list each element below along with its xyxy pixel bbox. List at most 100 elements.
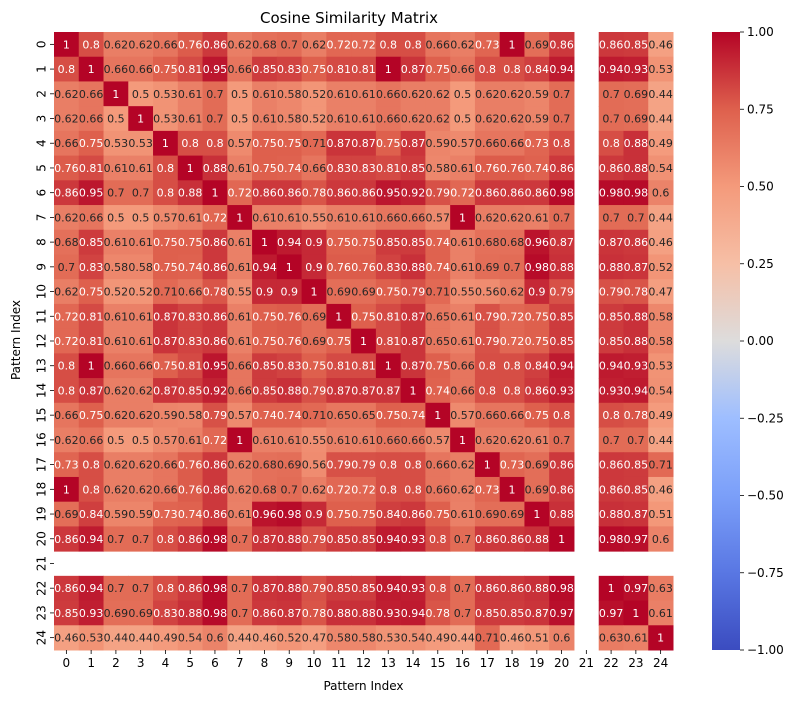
x-tick-label: 18 xyxy=(504,656,519,670)
heatmap-cell xyxy=(524,180,550,206)
heatmap-cell xyxy=(648,32,674,58)
heatmap-cell xyxy=(524,106,550,132)
heatmap-cell xyxy=(177,600,204,626)
cell-label: 0.88 xyxy=(599,261,624,274)
cell-label: 0.61 xyxy=(104,162,129,175)
heatmap-cell xyxy=(425,303,451,330)
heatmap-cell xyxy=(524,155,550,181)
cell-label: 0.68 xyxy=(475,236,500,249)
heatmap-cell xyxy=(252,452,278,478)
cell-label: 0.61 xyxy=(326,434,351,447)
heatmap-cell xyxy=(474,205,501,231)
heatmap-cell xyxy=(474,476,501,503)
cell-label: 0.5 xyxy=(132,434,150,447)
cell-label: 0.66 xyxy=(227,360,252,373)
cell-label: 0.58 xyxy=(178,409,203,422)
heatmap-cell xyxy=(400,155,426,181)
cell-label: 0.7 xyxy=(280,38,298,51)
cell-label: 0.59 xyxy=(128,508,153,521)
cell-label: 0.7 xyxy=(231,533,249,546)
cell-label: 0.8 xyxy=(82,38,100,51)
cell-label: 0.8 xyxy=(553,137,571,150)
cell-label: 0.83 xyxy=(277,63,302,76)
cell-label: 1 xyxy=(410,384,417,397)
heatmap-cell xyxy=(351,56,377,82)
heatmap-cell xyxy=(326,155,352,181)
heatmap-cell xyxy=(301,229,327,255)
cell-label: 0.8 xyxy=(602,137,620,150)
heatmap-cell xyxy=(78,353,105,379)
heatmap-cell xyxy=(78,526,105,552)
heatmap-cell xyxy=(549,81,575,107)
cell-label: 0.66 xyxy=(79,88,104,101)
cell-label: 0.52 xyxy=(128,286,153,299)
cell-label: 0.81 xyxy=(376,335,401,348)
cell-label: 0.62 xyxy=(54,88,79,101)
heatmap-cell xyxy=(648,130,674,157)
cell-label: 0.61 xyxy=(450,261,475,274)
heatmap-cell xyxy=(103,303,129,330)
heatmap-cell xyxy=(153,130,179,157)
heatmap-cell xyxy=(623,303,649,330)
heatmap-cell xyxy=(598,501,624,527)
colorbar-tick-label: 0.25 xyxy=(747,257,774,271)
heatmap-cell xyxy=(227,402,253,429)
cell-label: 0.86 xyxy=(599,483,624,496)
heatmap-cell xyxy=(425,205,451,231)
cell-label: 0.8 xyxy=(206,137,224,150)
cell-label: 0.87 xyxy=(351,384,376,397)
cell-label: 0.85 xyxy=(500,607,525,620)
heatmap-cell xyxy=(177,452,204,478)
cell-label: 0.81 xyxy=(376,162,401,175)
cell-label: 0.79 xyxy=(203,409,228,422)
heatmap-cell xyxy=(54,575,80,602)
heatmap-cell xyxy=(400,303,426,330)
heatmap-cell xyxy=(623,180,649,206)
heatmap-cell xyxy=(425,378,451,404)
cell-label: 0.94 xyxy=(401,607,426,620)
heatmap-cell xyxy=(128,427,154,453)
heatmap-cell xyxy=(326,378,352,404)
heatmap-cell xyxy=(153,476,179,503)
cell-label: 0.57 xyxy=(426,434,451,447)
heatmap-cell xyxy=(623,81,649,107)
cell-label: 0.6 xyxy=(652,187,670,200)
heatmap-cell xyxy=(648,402,674,429)
cell-label: 0.7 xyxy=(627,211,645,224)
cell-label: 0.52 xyxy=(302,113,327,126)
heatmap-cell xyxy=(499,155,525,181)
cell-label: 0.68 xyxy=(252,38,277,51)
cell-label: 0.44 xyxy=(227,632,252,645)
heatmap-cell xyxy=(54,625,80,651)
heatmap-cell xyxy=(177,279,204,305)
heatmap-cell xyxy=(549,402,575,429)
cell-label: 0.57 xyxy=(227,409,252,422)
cell-label: 0.7 xyxy=(231,607,249,620)
cell-label: 0.85 xyxy=(475,607,500,620)
heatmap-cell xyxy=(227,501,253,527)
heatmap-cell xyxy=(524,526,550,552)
heatmap-cell xyxy=(103,279,129,305)
heatmap-cell xyxy=(450,625,476,651)
heatmap-cell xyxy=(227,56,253,82)
heatmap-cell xyxy=(623,575,649,602)
cell-label: 1 xyxy=(509,38,516,51)
cell-label: 0.87 xyxy=(401,137,426,150)
cell-label: 0.81 xyxy=(351,360,376,373)
x-tick-label: 23 xyxy=(628,656,643,670)
x-tick-label: 10 xyxy=(306,656,321,670)
heatmap-cell xyxy=(549,229,575,255)
cell-label: 0.74 xyxy=(426,236,451,249)
heatmap-cell xyxy=(301,402,327,429)
heatmap-cell xyxy=(474,427,501,453)
heatmap-cell xyxy=(128,402,154,429)
heatmap-cell xyxy=(177,476,204,503)
cell-label: 0.85 xyxy=(624,483,649,496)
x-tick-label: 14 xyxy=(405,656,420,670)
cell-label: 0.55 xyxy=(302,434,327,447)
x-tick-label: 9 xyxy=(285,656,293,670)
heatmap-cell xyxy=(202,106,228,132)
cell-label: 0.79 xyxy=(302,582,327,595)
